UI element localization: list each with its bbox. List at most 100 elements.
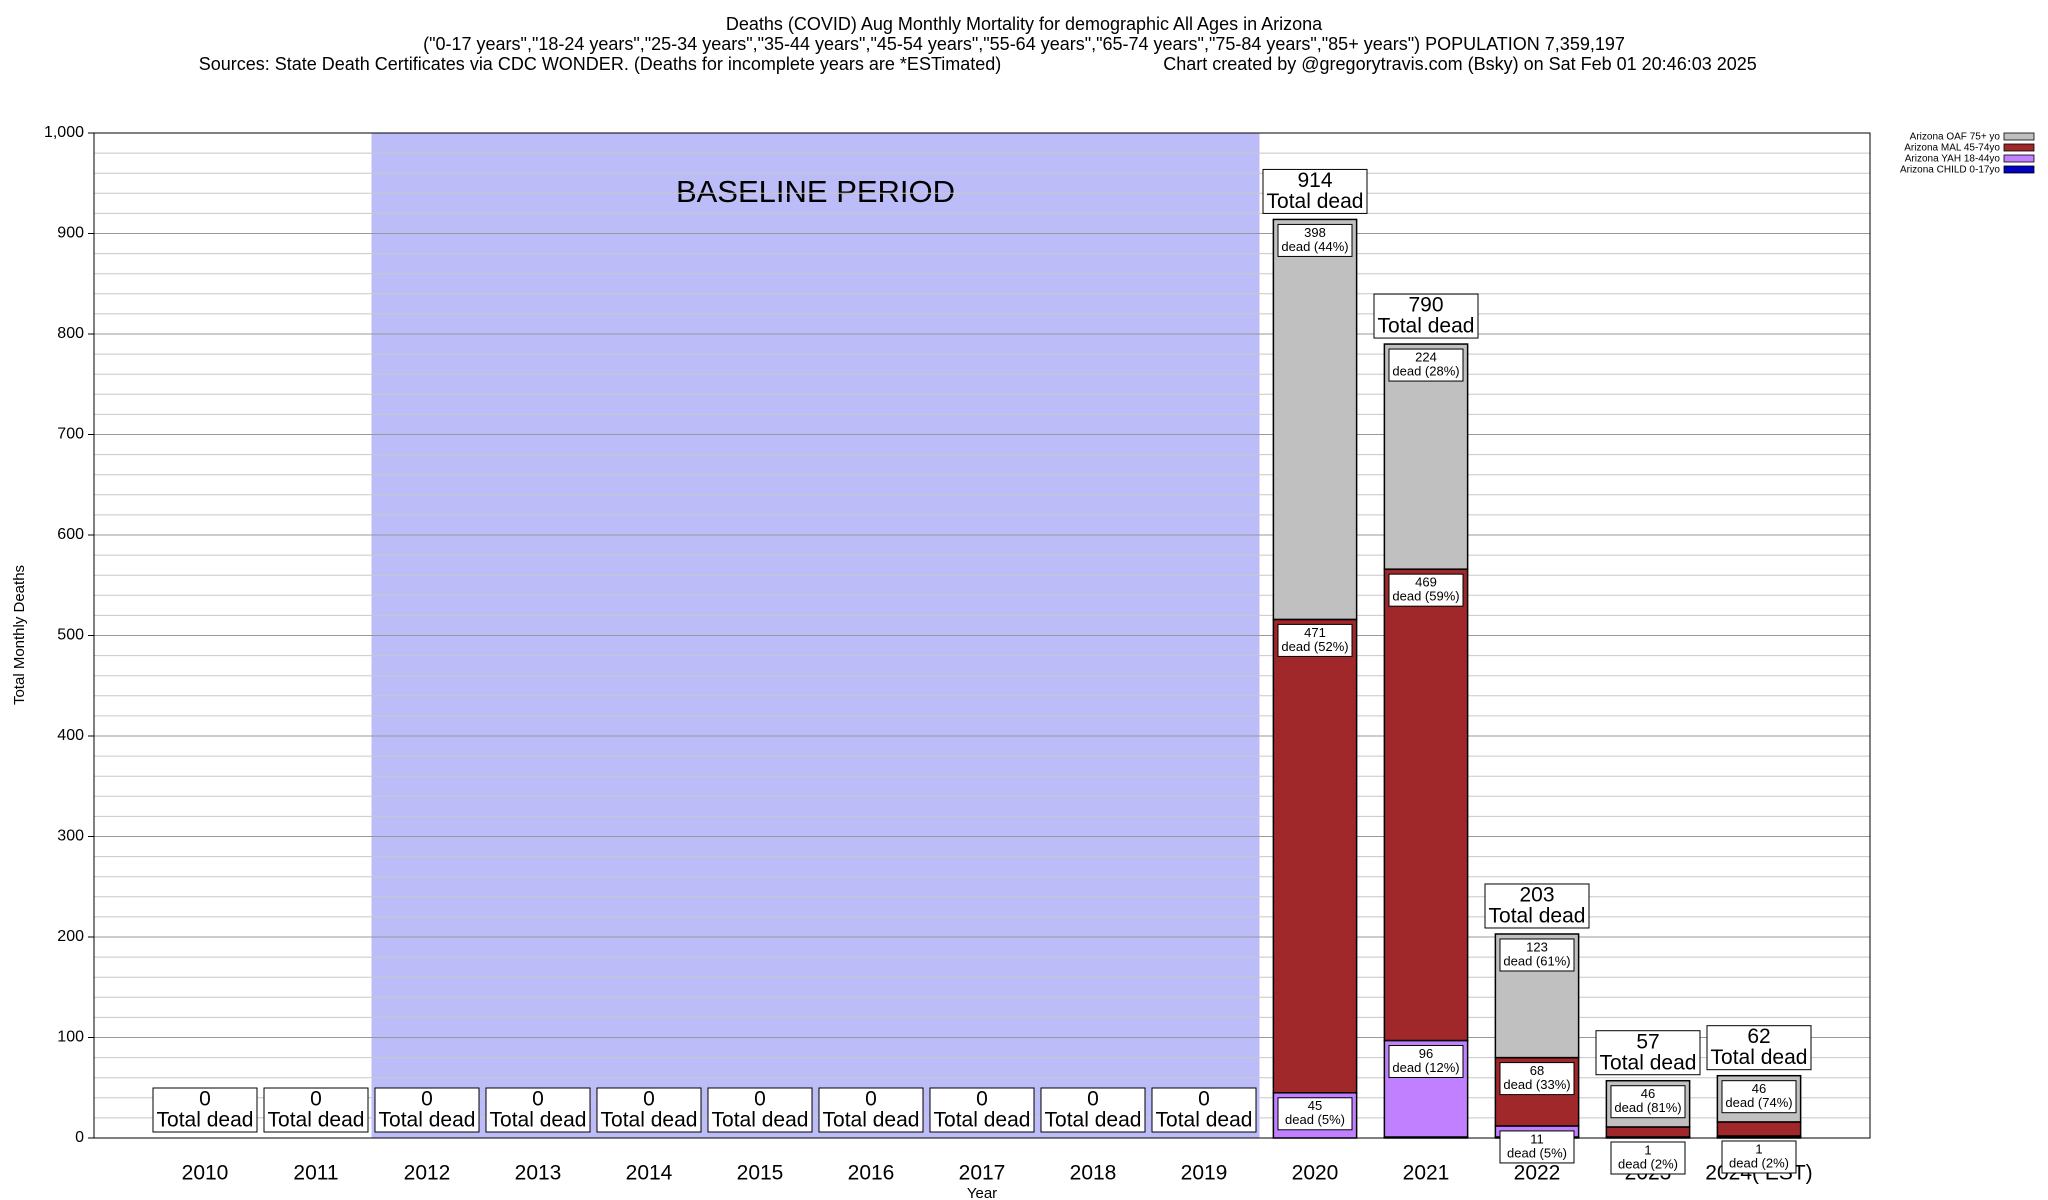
total-value: 0	[199, 1088, 211, 1111]
value-note: dead (74%)	[1725, 1095, 1792, 1110]
x-tick-label: 2012	[404, 1162, 451, 1185]
value-note: dead (28%)	[1392, 363, 1459, 378]
value-label: 11	[1530, 1131, 1544, 1146]
total-label: Total dead	[1045, 1109, 1142, 1132]
legend-label: Arizona CHILD 0-17yo	[1900, 165, 2000, 176]
chart-source: Sources: State Death Certificates via CD…	[199, 54, 1002, 74]
total-box	[596, 1087, 702, 1133]
plot-frame	[93, 132, 1871, 1139]
label-box	[1499, 938, 1575, 972]
label-box	[1610, 1141, 1686, 1175]
y-tick-label: 0	[75, 1129, 84, 1146]
legend-swatch	[2003, 165, 2035, 174]
y-tick-label: 400	[57, 727, 84, 744]
label-box	[1388, 573, 1464, 607]
value-note: dead (12%)	[1392, 1060, 1459, 1075]
label-box	[1610, 1085, 1686, 1119]
total-label: Total dead	[1600, 1051, 1697, 1074]
x-tick-label: 2021	[1403, 1162, 1450, 1185]
total-label: Total dead	[934, 1109, 1031, 1132]
value-label: 471	[1304, 625, 1326, 640]
value-label: 46	[1641, 1086, 1655, 1101]
y-axis-label: Total Monthly Deaths	[11, 565, 28, 705]
total-value: 0	[754, 1088, 766, 1111]
x-tick-label: 2016	[848, 1162, 895, 1185]
value-label: 224	[1415, 349, 1437, 364]
value-label: 398	[1304, 225, 1326, 240]
label-box	[1388, 1045, 1464, 1079]
value-note: dead (52%)	[1281, 639, 1348, 654]
total-label: Total dead	[1267, 190, 1364, 213]
total-box	[263, 1087, 369, 1133]
label-box	[1499, 1130, 1575, 1164]
total-box	[929, 1087, 1035, 1133]
x-tick-label: 2017	[959, 1162, 1006, 1185]
value-note: dead (33%)	[1503, 1077, 1570, 1092]
total-box	[1262, 168, 1368, 214]
chart-credit: Chart created by @gregorytravis.com (Bsk…	[1163, 54, 1757, 74]
x-tick-label: 2015	[737, 1162, 784, 1185]
x-tick-label: 2014	[626, 1162, 673, 1185]
total-box	[1373, 293, 1479, 339]
x-tick-label: 2011	[293, 1162, 338, 1185]
total-label: Total dead	[712, 1109, 809, 1132]
value-note: dead (2%)	[1618, 1156, 1678, 1171]
total-value: 57	[1636, 1030, 1659, 1053]
total-box	[485, 1087, 591, 1133]
legend-label: Arizona MAL 45-74yo	[1904, 143, 2000, 154]
bar-segment	[1716, 1121, 1802, 1137]
total-value: 62	[1747, 1025, 1770, 1048]
total-value: 790	[1408, 294, 1443, 317]
x-tick-label: 2010	[182, 1162, 229, 1185]
value-label: 1	[1755, 1141, 1762, 1156]
bar-segment	[1383, 568, 1469, 1042]
total-label: Total dead	[157, 1109, 254, 1132]
value-note: dead (59%)	[1392, 589, 1459, 604]
value-note: dead (81%)	[1614, 1100, 1681, 1115]
y-tick-label: 600	[57, 526, 84, 543]
value-note: dead (5%)	[1507, 1145, 1567, 1160]
y-tick-label: 200	[57, 928, 84, 945]
y-tick-label: 100	[57, 1029, 84, 1046]
y-tick-label: 1,000	[44, 124, 84, 141]
total-label: Total dead	[1711, 1046, 1808, 1069]
bar-segment	[1383, 343, 1469, 570]
total-label: Total dead	[379, 1109, 476, 1132]
total-label: Total dead	[1489, 905, 1586, 928]
total-box	[1706, 1025, 1812, 1071]
label-box	[1721, 1140, 1797, 1174]
x-tick-label: 2018	[1070, 1162, 1117, 1185]
value-note: dead (2%)	[1729, 1155, 1789, 1170]
value-note: dead (44%)	[1281, 239, 1348, 254]
x-axis-label: Year	[967, 1185, 997, 1200]
label-box	[1277, 1097, 1353, 1131]
label-box	[1721, 1080, 1797, 1114]
total-value: 0	[643, 1088, 655, 1111]
value-label: 469	[1415, 575, 1437, 590]
chart-subtitle: ("0-17 years","18-24 years","25-34 years…	[423, 34, 1625, 54]
bar-segment	[1272, 218, 1358, 621]
total-value: 914	[1297, 169, 1332, 192]
value-label: 96	[1419, 1046, 1433, 1061]
total-box	[374, 1087, 480, 1133]
total-value: 0	[532, 1088, 544, 1111]
total-label: Total dead	[823, 1109, 920, 1132]
total-value: 203	[1519, 884, 1554, 907]
y-tick-label: 800	[57, 325, 84, 342]
total-value: 0	[1087, 1088, 1099, 1111]
value-label: 123	[1526, 939, 1548, 954]
total-box	[1040, 1087, 1146, 1133]
total-label: Total dead	[268, 1109, 365, 1132]
total-label: Total dead	[601, 1109, 698, 1132]
total-label: Total dead	[1378, 315, 1475, 338]
label-box	[1277, 223, 1353, 257]
total-box	[152, 1087, 258, 1133]
bar-segment	[1605, 1126, 1691, 1138]
total-box	[707, 1087, 813, 1133]
value-note: dead (5%)	[1285, 1112, 1345, 1127]
x-tick-label: 2022	[1514, 1162, 1561, 1185]
total-box	[1595, 1030, 1701, 1076]
x-tick-label: 2020	[1292, 1162, 1339, 1185]
legend-label: Arizona YAH 18-44yo	[1905, 154, 2001, 165]
